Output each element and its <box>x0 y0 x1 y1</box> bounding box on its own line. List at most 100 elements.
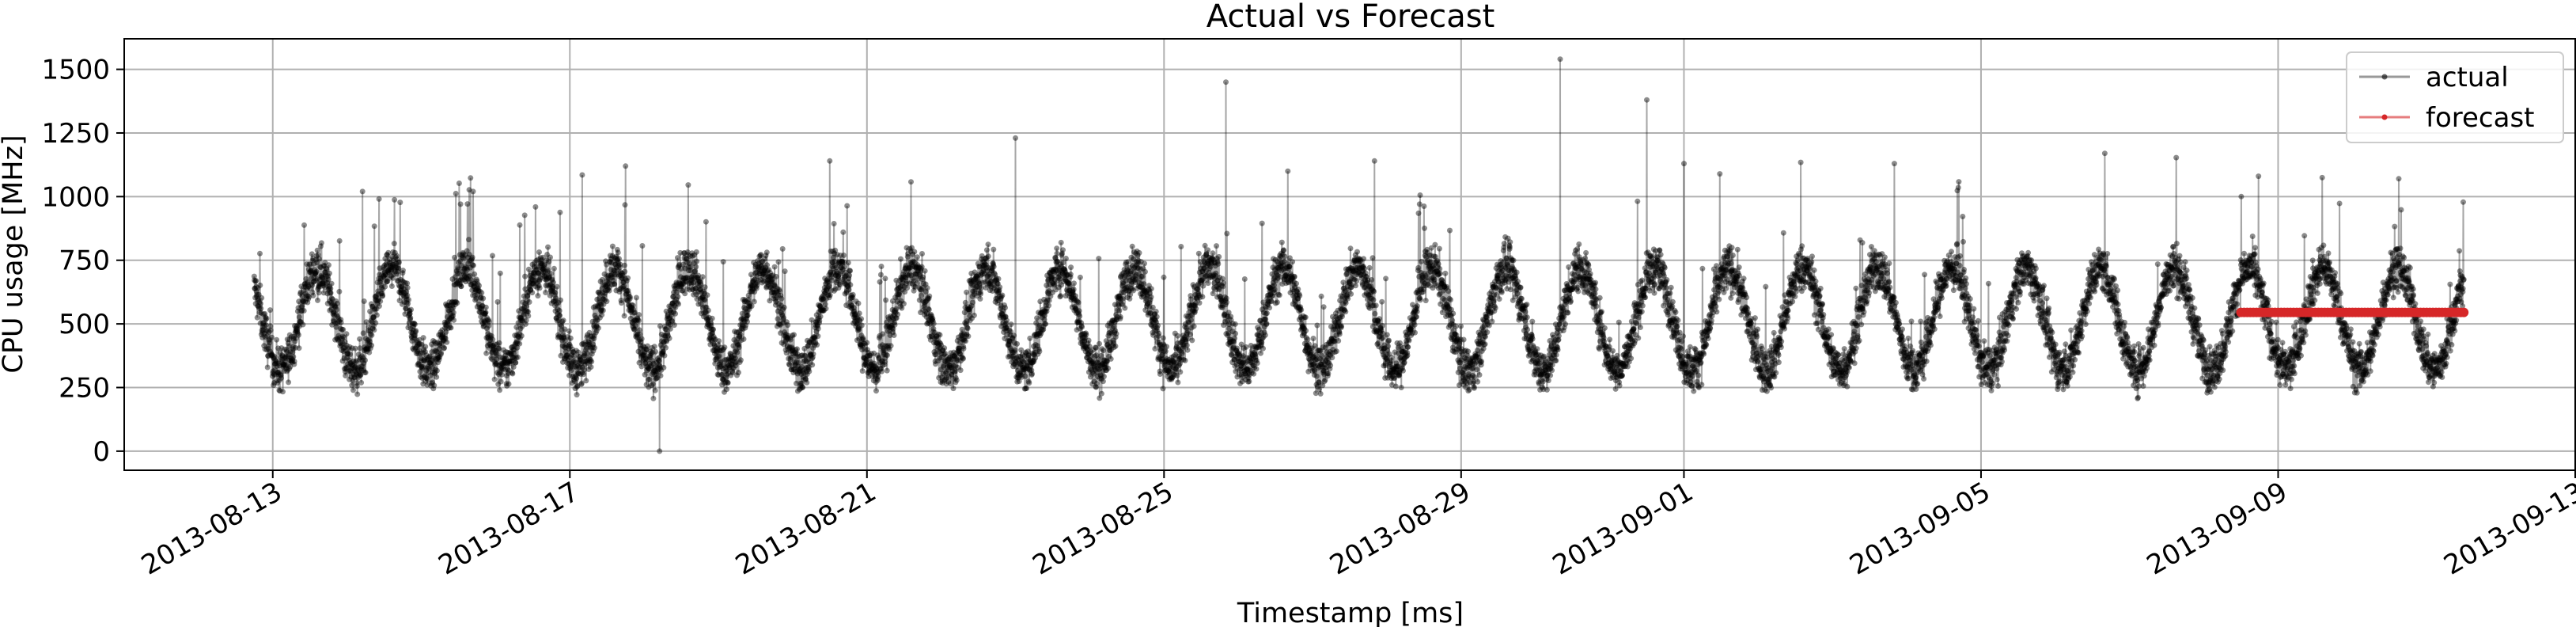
actual-point <box>1274 299 1280 306</box>
actual-point <box>557 209 563 215</box>
actual-point <box>703 218 709 225</box>
actual-point <box>267 307 273 314</box>
actual-point <box>736 370 741 375</box>
actual-point <box>262 310 268 317</box>
actual-point <box>322 269 328 276</box>
actual-point <box>324 291 331 297</box>
actual-point <box>336 288 343 294</box>
actual-point <box>335 332 342 339</box>
actual-point <box>331 302 338 309</box>
actual-point <box>1075 299 1082 306</box>
actual-point <box>1437 271 1443 276</box>
actual-point <box>1251 370 1257 377</box>
actual-point <box>922 268 928 274</box>
actual-point <box>1312 343 1318 349</box>
actual-point <box>263 347 270 353</box>
actual-point <box>1366 264 1373 271</box>
actual-point <box>298 283 305 290</box>
actual-point <box>616 256 622 262</box>
actual-point <box>720 259 726 265</box>
actual-point <box>1276 292 1282 298</box>
actual-point <box>625 275 631 281</box>
actual-point <box>324 300 331 306</box>
actual-point <box>1524 302 1530 308</box>
actual-point <box>372 294 378 299</box>
actual-point <box>908 179 914 185</box>
actual-point <box>422 344 429 350</box>
actual-point <box>1105 365 1112 371</box>
actual-point <box>371 223 377 230</box>
actual-point <box>259 327 265 333</box>
actual-point <box>308 268 314 274</box>
actual-point <box>1246 378 1252 385</box>
actual-point <box>1215 260 1222 267</box>
actual-point <box>328 295 335 302</box>
actual-point <box>441 344 447 351</box>
actual-point <box>1417 192 1423 198</box>
actual-point <box>362 357 368 363</box>
actual-point <box>294 329 301 335</box>
actual-point <box>271 371 277 378</box>
actual-point <box>581 367 587 373</box>
actual-point <box>270 370 276 376</box>
actual-point <box>794 346 800 352</box>
actual-point <box>303 276 309 282</box>
actual-point <box>1458 323 1464 329</box>
actual-point <box>1325 370 1332 377</box>
actual-point <box>864 340 870 346</box>
actual-point <box>1529 318 1536 325</box>
actual-point <box>323 277 329 283</box>
actual-point <box>914 254 920 260</box>
actual-point <box>285 367 291 373</box>
actual-point <box>370 314 377 321</box>
actual-point <box>301 287 307 294</box>
actual-point <box>1136 249 1142 256</box>
actual-point <box>1290 259 1296 265</box>
actual-point <box>306 261 313 267</box>
actual-point <box>1411 321 1418 328</box>
actual-point <box>926 293 933 299</box>
actual-point <box>286 336 293 343</box>
actual-point <box>354 383 360 390</box>
actual-point <box>1525 326 1531 332</box>
actual-point <box>1154 314 1160 320</box>
actual-point <box>276 370 282 376</box>
actual-point <box>340 345 347 351</box>
actual-point <box>362 346 369 352</box>
actual-point <box>329 321 335 328</box>
actual-point <box>1210 250 1216 256</box>
actual-point <box>661 352 668 359</box>
actual-point <box>627 294 633 300</box>
actual-point <box>693 264 699 270</box>
actual-point <box>622 202 628 208</box>
actual-point <box>362 336 369 342</box>
actual-point <box>343 331 350 337</box>
actual-point <box>1388 354 1395 360</box>
actual-point <box>699 274 706 280</box>
actual-point <box>293 325 299 332</box>
actual-point <box>291 333 297 340</box>
actual-point <box>360 330 366 336</box>
actual-point <box>278 355 284 361</box>
actual-point <box>1506 244 1513 250</box>
actual-point <box>1220 280 1226 286</box>
actual-point <box>303 293 309 299</box>
actual-point <box>347 360 354 367</box>
actual-point <box>371 327 377 333</box>
actual-point <box>1354 249 1360 255</box>
actual-point <box>1067 272 1074 278</box>
actual-point <box>277 388 283 394</box>
actual-point <box>1184 342 1190 348</box>
actual-point <box>331 309 337 315</box>
actual-point <box>888 343 894 349</box>
actual-point <box>335 314 341 320</box>
actual-point <box>339 326 345 332</box>
actual-point <box>316 284 321 291</box>
actual-point <box>369 303 376 310</box>
actual-point <box>343 342 350 348</box>
actual-point <box>1213 270 1219 276</box>
actual-point <box>1384 332 1390 338</box>
actual-point <box>319 274 325 280</box>
actual-point <box>646 376 653 382</box>
actual-point <box>609 243 616 249</box>
